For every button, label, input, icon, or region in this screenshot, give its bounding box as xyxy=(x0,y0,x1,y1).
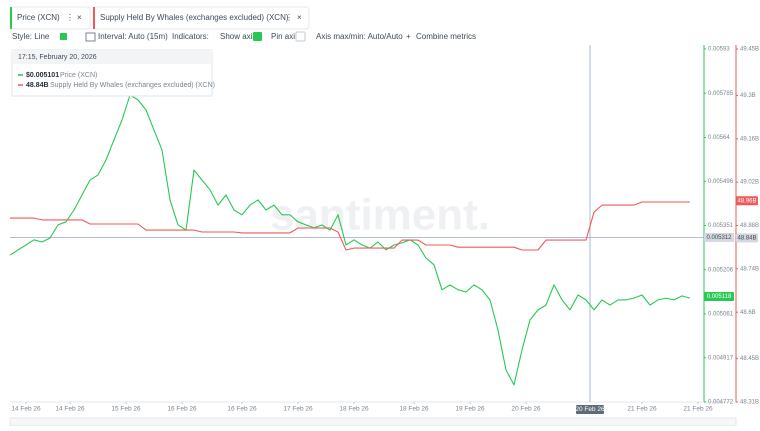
y-tick-label: 0.00564 xyxy=(708,135,730,141)
interval-icon xyxy=(85,32,96,42)
crosshair-price-label-bg xyxy=(704,232,734,242)
y2-tick-label: 48.31B xyxy=(740,400,759,406)
tooltip-time: 17:15, February 20, 2026 xyxy=(18,54,97,61)
last-price-label: 0.005118 xyxy=(707,294,732,300)
series-line xyxy=(9,94,691,386)
axis-range-select[interactable]: Axis max/min: Auto/Auto xyxy=(316,32,403,41)
x-tick-label: 14 Feb 26 xyxy=(11,406,41,413)
y-tick-label: 0.004772 xyxy=(708,400,734,406)
x-tick-label: 17 Feb 26 xyxy=(283,406,313,413)
tab-label: Price (XCN) xyxy=(17,13,60,22)
tab-label: Supply Held By Whales (exchanges exclude… xyxy=(100,13,289,22)
tooltip-value: 48.84B xyxy=(26,82,49,89)
last-whale-label-bg xyxy=(736,196,758,206)
tab-whales[interactable]: Supply Held By Whales (exchanges exclude… xyxy=(92,6,310,30)
y2-tick-label: 48.88B xyxy=(740,223,759,229)
tab-menu[interactable]: ⋮ xyxy=(285,13,293,22)
style-select[interactable]: Style: Line xyxy=(12,32,50,41)
combine-plus[interactable]: + xyxy=(406,32,411,41)
y-tick-label: 0.005206 xyxy=(708,267,734,273)
tooltip-header xyxy=(12,50,212,64)
y2-tick-label: 48.6B xyxy=(740,310,756,316)
y2-tick-label: 48.74B xyxy=(740,266,759,272)
y-tick-label: 0.005496 xyxy=(708,179,734,185)
y-tick-label: 0.005351 xyxy=(708,223,734,229)
y-tick-label: 0.005061 xyxy=(708,311,734,317)
last-whale-label: 48.96B xyxy=(737,198,756,204)
interval-select[interactable]: Interval: Auto (15m) xyxy=(98,32,168,41)
y2-tick-label: 48.45B xyxy=(740,356,759,362)
x-tick-label: 21 Feb 26 xyxy=(627,406,657,413)
y-tick-label: 0.00593 xyxy=(708,47,730,53)
tooltip-label: Price (XCN) xyxy=(60,72,97,79)
crosshair-price-label: 0.005312 xyxy=(706,235,732,241)
series-line xyxy=(10,201,690,251)
tooltip-label: Supply Held By Whales (exchanges exclude… xyxy=(50,82,215,89)
x-tick-label: 18 Feb 26 xyxy=(399,406,429,413)
x-tick-label: 20 Feb 26 xyxy=(511,406,541,413)
tab-accent xyxy=(10,7,12,29)
indicators-select[interactable]: Indicators: xyxy=(172,32,209,41)
crosshair-whale-label-bg xyxy=(736,233,758,243)
color-picker[interactable] xyxy=(60,33,67,40)
x-tick-label: 21 Feb 26 xyxy=(683,406,713,413)
chart: santiment. 0.00593 0.005785 0.00564 0.005496… xyxy=(9,45,759,427)
y2-tick-label: 49.3B xyxy=(740,93,756,99)
tooltip-value: $0.005101 xyxy=(26,72,59,79)
y-tick-label: 0.005785 xyxy=(708,91,734,97)
tab-accent xyxy=(93,7,95,29)
pin-axis-checkbox[interactable] xyxy=(295,31,306,42)
y2-tick-label: 49.02B xyxy=(740,180,759,186)
x-tick-label: 19 Feb 26 xyxy=(455,406,485,413)
crosshair-whale-label: 48.84B xyxy=(737,235,756,241)
combine-metrics[interactable]: Combine metrics xyxy=(416,32,476,41)
crosshair-x-bg xyxy=(576,405,604,414)
scroller xyxy=(9,417,737,427)
tab-price[interactable]: Price (XCN) ⋮ × xyxy=(9,6,91,30)
x-tick-label: 16 Feb 26 xyxy=(227,406,257,413)
y-tick-label: 0.004917 xyxy=(708,355,734,361)
show-axis-label: Show axis xyxy=(220,32,256,41)
x-tick-label: 16 Feb 26 xyxy=(167,406,197,413)
pin-axis-label: Pin axis xyxy=(271,32,299,41)
crosshair-x-label: 20 Feb 26 xyxy=(575,406,605,413)
watermark: santiment. xyxy=(270,191,490,240)
x-tick-label: 18 Feb 26 xyxy=(339,406,369,413)
y2-tick-label: 49.45B xyxy=(740,47,759,53)
x-tick-label: 14 Feb 26 xyxy=(55,406,85,413)
tab-close[interactable]: × xyxy=(77,13,82,22)
tab-close[interactable]: × xyxy=(297,13,302,22)
last-price-label-bg xyxy=(704,292,734,302)
x-tick-label: 15 Feb 26 xyxy=(111,406,141,413)
show-axis-checkbox[interactable] xyxy=(253,32,262,41)
y2-tick-label: 49.16B xyxy=(740,136,759,142)
tooltip: 17:15, February 20, 2026 $0.005101 Price… xyxy=(11,49,215,97)
tab-menu[interactable]: ⋮ xyxy=(66,13,74,22)
